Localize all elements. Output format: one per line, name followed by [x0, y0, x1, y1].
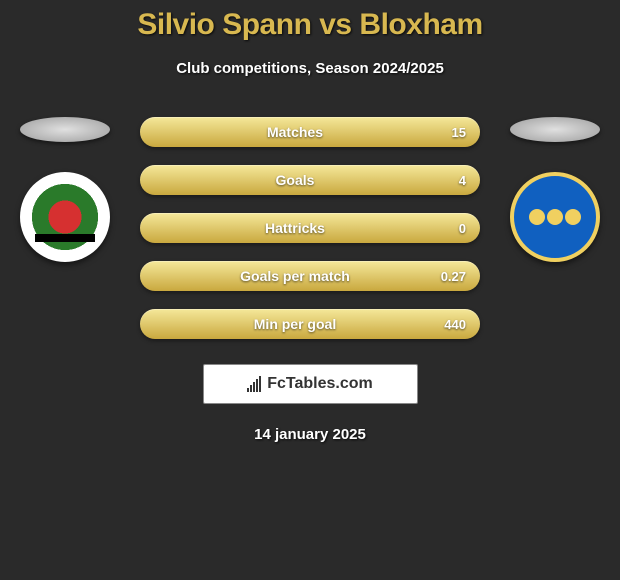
- comparison-area: Matches 15 Goals 4 Hattricks 0 Goals per…: [0, 117, 620, 339]
- stat-value-right: 15: [436, 125, 466, 140]
- player-right-column: [500, 117, 610, 262]
- stat-value-right: 0: [436, 221, 466, 236]
- subtitle: Club competitions, Season 2024/2025: [0, 60, 620, 77]
- stat-label: Matches: [154, 124, 436, 140]
- stat-value-right: 4: [436, 173, 466, 188]
- team-right-badge-icon: [510, 172, 600, 262]
- branding-text: FcTables.com: [267, 375, 373, 393]
- player-left-photo: [20, 117, 110, 142]
- stat-row: Goals 4: [140, 165, 480, 195]
- branding-badge: FcTables.com: [203, 364, 418, 404]
- stats-column: Matches 15 Goals 4 Hattricks 0 Goals per…: [140, 117, 480, 339]
- stat-label: Min per goal: [154, 316, 436, 332]
- player-left-column: [10, 117, 120, 262]
- stat-label: Goals: [154, 172, 436, 188]
- stat-label: Goals per match: [154, 268, 436, 284]
- stat-value-right: 440: [436, 317, 466, 332]
- chart-icon: [247, 376, 261, 392]
- team-left-badge-icon: [20, 172, 110, 262]
- stat-label: Hattricks: [154, 220, 436, 236]
- stat-row: Matches 15: [140, 117, 480, 147]
- page-title: Silvio Spann vs Bloxham: [0, 8, 620, 42]
- stat-row: Min per goal 440: [140, 309, 480, 339]
- stat-value-right: 0.27: [436, 269, 466, 284]
- date-label: 14 january 2025: [0, 426, 620, 443]
- stat-row: Goals per match 0.27: [140, 261, 480, 291]
- player-right-photo: [510, 117, 600, 142]
- stat-row: Hattricks 0: [140, 213, 480, 243]
